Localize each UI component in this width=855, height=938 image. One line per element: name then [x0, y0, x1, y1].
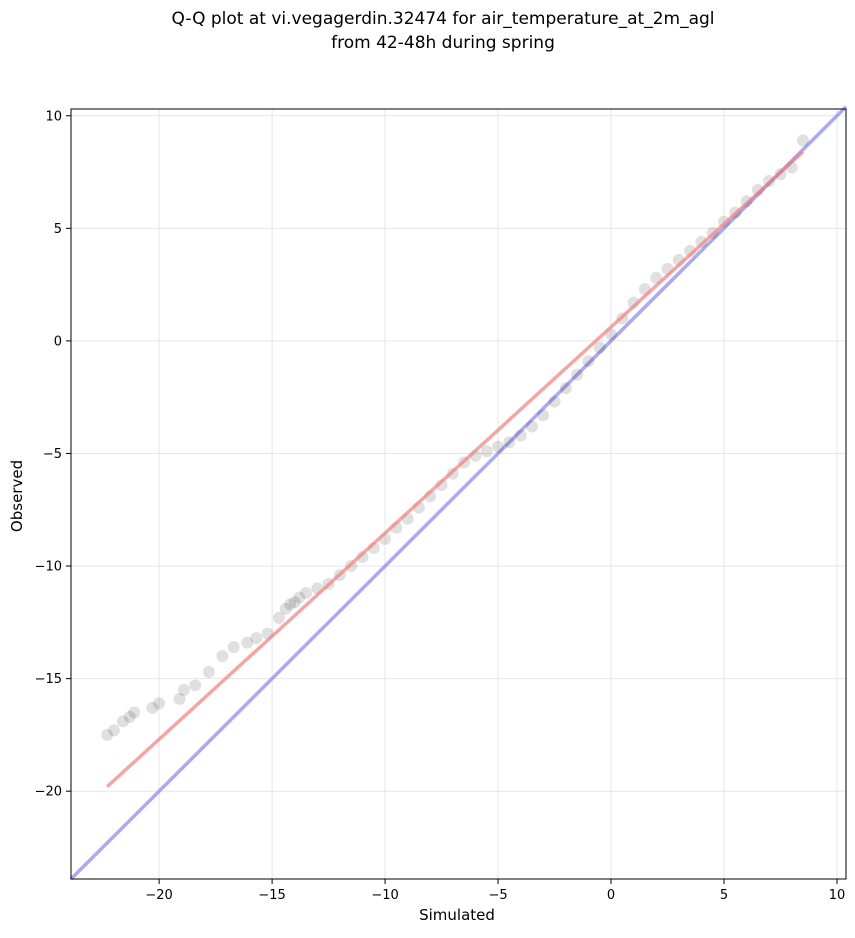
quantile-point [227, 641, 240, 654]
x-tick-label: 10 [829, 888, 846, 903]
quantile-point [751, 184, 764, 197]
x-tick-label: −5 [488, 888, 507, 903]
one-to-one-reference-line [69, 105, 848, 881]
quantile-points-layer [101, 134, 810, 741]
y-tick-label: −10 [35, 560, 62, 575]
quantile-point [116, 715, 129, 728]
quantile-point [571, 368, 584, 381]
quantile-point [503, 436, 516, 449]
fit-line-layer [105, 150, 805, 788]
y-tick-label: 10 [45, 109, 62, 124]
y-tick-label: 5 [54, 222, 62, 237]
quantile-point [101, 728, 114, 741]
quantile-point [146, 701, 159, 714]
quantile-point [548, 395, 561, 408]
quantile-point [123, 710, 136, 723]
quantile-point [356, 551, 369, 564]
x-tick-label: −10 [371, 888, 398, 903]
y-tick-label: −5 [43, 447, 62, 462]
reference-line-layer [69, 105, 848, 881]
quantile-point [593, 341, 606, 354]
x-axis-ticks: −20 −15 −10 −5 0 5 10 [145, 879, 845, 903]
quantile-point [525, 420, 538, 433]
x-axis-label: Simulated [419, 906, 495, 924]
quantile-point [492, 440, 505, 453]
quantile-point [288, 596, 301, 609]
quantile-point [279, 602, 292, 615]
quantile-point [128, 706, 141, 719]
quantile-point [241, 636, 254, 649]
quantile-point [299, 587, 312, 600]
chart-title: Q-Q plot at vi.vegagerdin.32474 for air_… [171, 9, 714, 29]
x-tick-label: 0 [607, 888, 615, 903]
quantile-point [293, 591, 306, 604]
quantile-point [514, 429, 527, 442]
quantile-point [189, 679, 202, 692]
quantile-point [173, 692, 186, 705]
chart-subtitle: from 42-48h during spring [331, 33, 555, 53]
y-tick-label: −20 [35, 785, 62, 800]
quantile-point [250, 632, 263, 645]
quantile-point [177, 683, 190, 696]
plot-frame [70, 108, 847, 880]
quantile-point [695, 235, 708, 248]
quantile-point [153, 697, 166, 710]
quantile-point [559, 382, 572, 395]
fit-line [105, 150, 805, 788]
x-tick-label: 5 [720, 888, 728, 903]
x-tick-label: −15 [258, 888, 285, 903]
y-tick-label: 0 [54, 334, 62, 349]
quantile-point [284, 598, 297, 611]
quantile-point [107, 724, 120, 737]
quantile-point [480, 445, 493, 458]
quantile-point [272, 611, 285, 624]
y-axis-label: Observed [8, 460, 26, 532]
quantile-point [216, 650, 229, 663]
y-tick-label: −15 [35, 672, 62, 687]
quantile-point [582, 355, 595, 368]
quantile-point [202, 665, 215, 678]
x-tick-label: −20 [145, 888, 172, 903]
quantile-point [537, 409, 550, 422]
y-axis-ticks: −20 −15 −10 −5 0 5 10 [35, 109, 71, 800]
quantile-point [797, 134, 810, 147]
